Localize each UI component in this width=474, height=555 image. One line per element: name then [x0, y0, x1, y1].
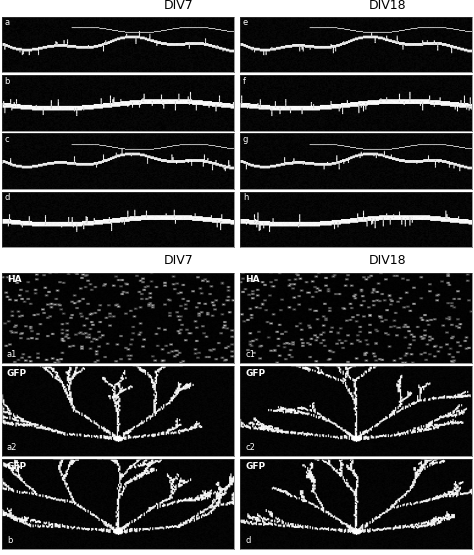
Text: GFP: GFP — [7, 369, 27, 377]
Text: b: b — [5, 77, 10, 85]
Text: GFP +
Shank1B: GFP + Shank1B — [1, 339, 45, 361]
Text: A: A — [5, 19, 18, 37]
Text: Trx: Trx — [52, 19, 68, 29]
Text: B: B — [5, 274, 18, 292]
Text: g: g — [243, 135, 248, 144]
Text: DIV18: DIV18 — [368, 0, 406, 12]
Text: GFP: GFP — [245, 369, 265, 377]
Text: h: h — [243, 193, 248, 203]
Text: DIV7: DIV7 — [164, 0, 193, 12]
Text: e: e — [243, 18, 248, 27]
Text: c: c — [5, 135, 9, 144]
Text: a2: a2 — [7, 443, 18, 452]
Text: b: b — [7, 536, 12, 545]
Text: GFP: GFP — [26, 155, 45, 165]
Text: GFP +
Shank1B: GFP + Shank1B — [1, 91, 45, 113]
Text: a1: a1 — [7, 350, 18, 359]
Text: HA: HA — [7, 275, 22, 284]
Text: c2: c2 — [245, 443, 255, 452]
Text: a: a — [5, 18, 10, 27]
Text: c1: c1 — [245, 350, 255, 359]
Text: GFP: GFP — [26, 39, 45, 49]
Text: Trx: Trx — [52, 274, 68, 284]
Text: GFP: GFP — [26, 497, 45, 507]
Text: GFP +
Shank1B: GFP + Shank1B — [1, 209, 45, 230]
Text: DIV7: DIV7 — [164, 254, 193, 267]
Text: f: f — [243, 77, 246, 85]
Text: GFP: GFP — [245, 462, 265, 471]
Text: d: d — [245, 536, 250, 545]
Text: HA: HA — [245, 275, 260, 284]
Text: DIV18: DIV18 — [368, 254, 406, 267]
Text: d: d — [5, 193, 10, 203]
Text: GFP: GFP — [7, 462, 27, 471]
